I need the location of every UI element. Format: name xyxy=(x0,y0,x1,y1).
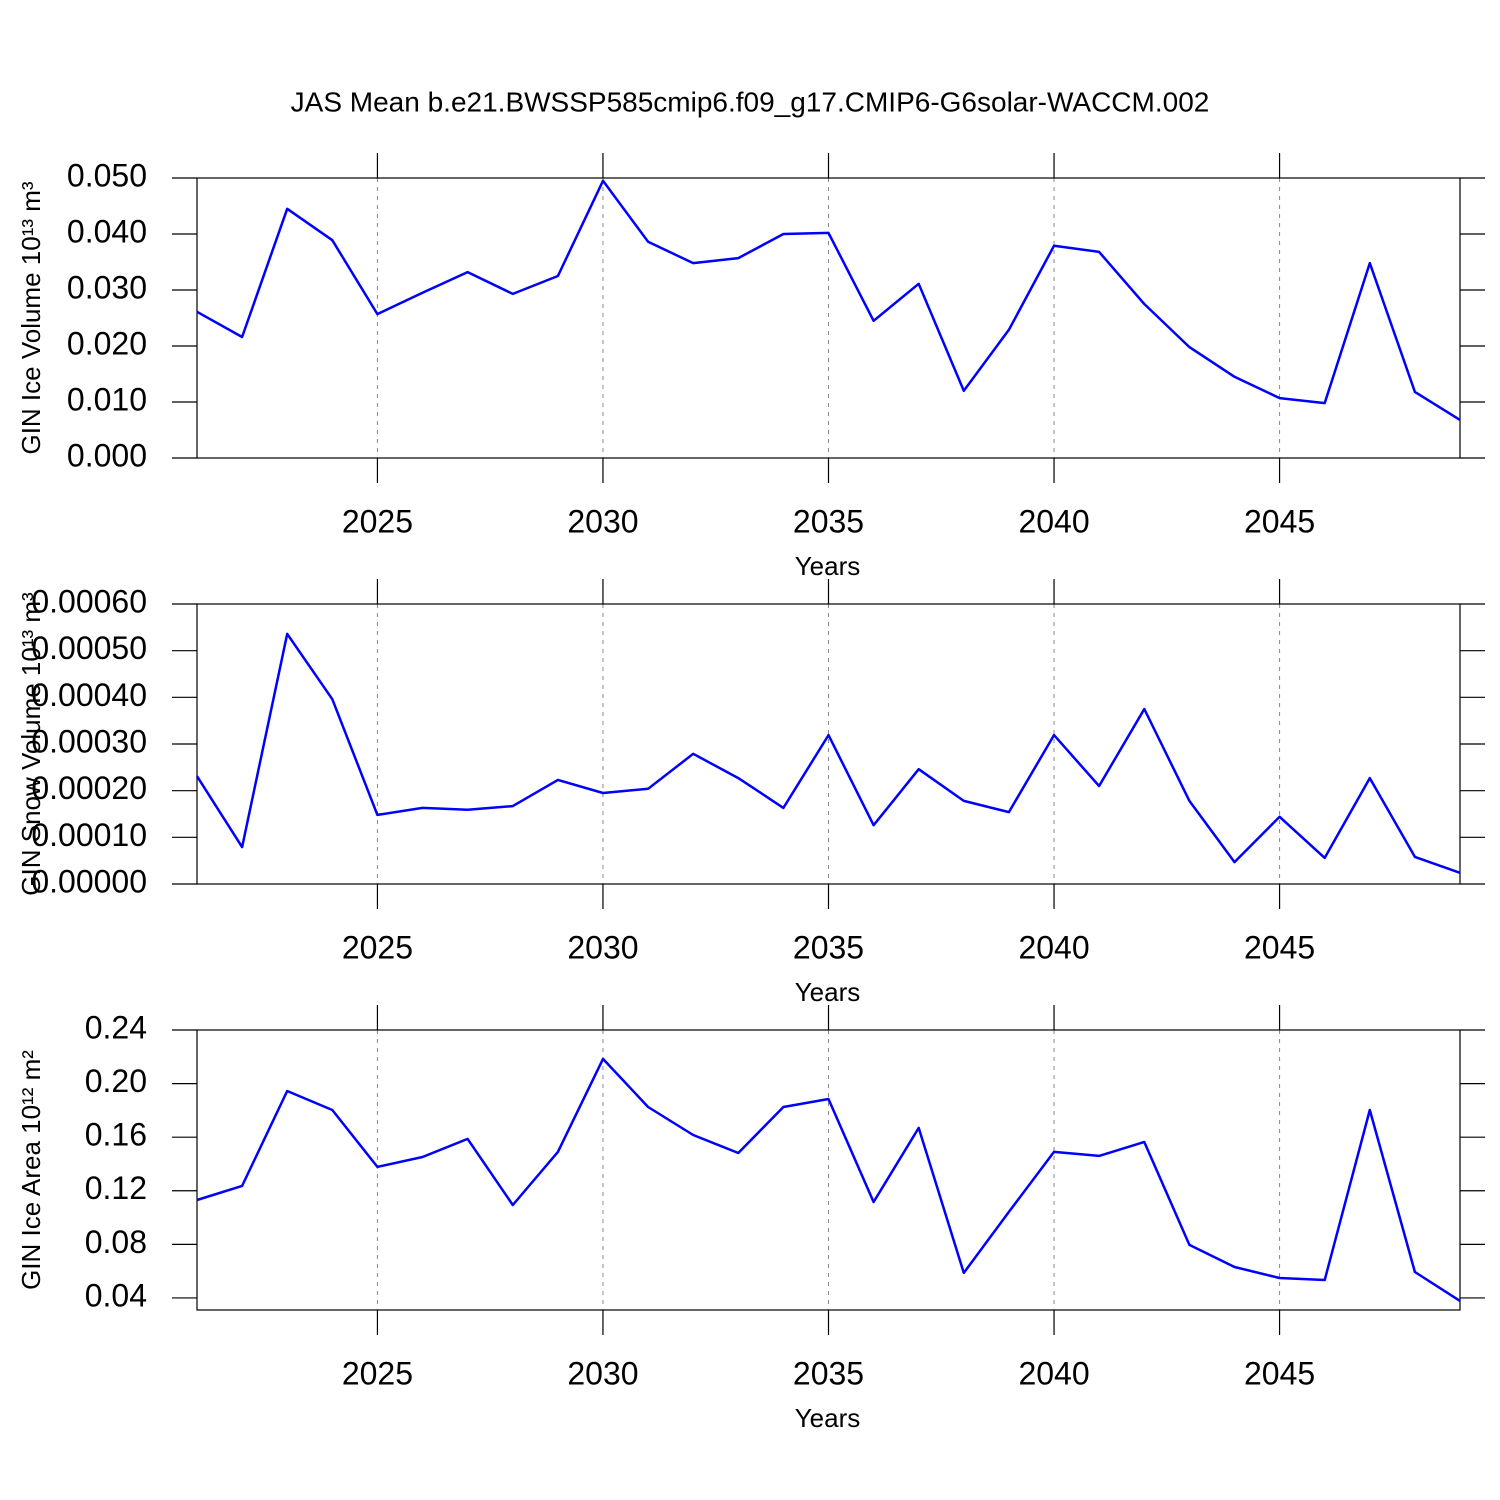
x-tick-label: 2035 xyxy=(793,503,864,539)
x-tick-label: 2030 xyxy=(567,503,638,539)
y-tick-label: 0.00020 xyxy=(31,770,147,806)
y-tick-label: 0.00010 xyxy=(31,817,147,853)
y-axis-label: GIN Ice Area 10¹² m² xyxy=(16,1050,46,1290)
x-tick-label: 2030 xyxy=(567,929,638,965)
x-axis-label: Years xyxy=(795,1403,861,1433)
data-line xyxy=(196,1057,1461,1302)
y-tick-label: 0.12 xyxy=(85,1170,147,1206)
y-tick-label: 0.04 xyxy=(85,1277,147,1313)
y-tick-label: 0.00050 xyxy=(31,630,147,666)
y-tick-label: 0.24 xyxy=(85,1009,147,1045)
y-tick-label: 0.010 xyxy=(67,381,147,417)
chart-title: JAS Mean b.e21.BWSSP585cmip6.f09_g17.CMI… xyxy=(291,86,1210,117)
y-tick-label: 0.040 xyxy=(67,213,147,249)
data-line xyxy=(195,632,1461,874)
y-tick-label: 0.00000 xyxy=(31,863,147,899)
x-tick-label: 2030 xyxy=(567,1355,638,1391)
y-tick-label: 0.20 xyxy=(85,1063,147,1099)
data-line xyxy=(196,179,1461,421)
y-tick-label: 0.00030 xyxy=(31,723,147,759)
x-tick-label: 2045 xyxy=(1244,503,1315,539)
x-axis-label: Years xyxy=(795,977,861,1007)
x-tick-label: 2025 xyxy=(342,1355,413,1391)
x-tick-label: 2045 xyxy=(1244,929,1315,965)
y-tick-label: 0.050 xyxy=(67,157,147,193)
x-tick-label: 2025 xyxy=(342,929,413,965)
y-tick-label: 0.00060 xyxy=(31,583,147,619)
y-tick-label: 0.08 xyxy=(85,1224,147,1260)
plot-frame xyxy=(196,603,1461,885)
x-tick-label: 2040 xyxy=(1018,929,1089,965)
x-tick-label: 2040 xyxy=(1018,503,1089,539)
x-tick-label: 2035 xyxy=(793,929,864,965)
y-tick-label: 0.020 xyxy=(67,325,147,361)
y-tick-label: 0.00040 xyxy=(31,677,147,713)
y-tick-label: 0.030 xyxy=(67,269,147,305)
x-tick-label: 2040 xyxy=(1018,1355,1089,1391)
x-tick-label: 2035 xyxy=(793,1355,864,1391)
y-tick-label: 0.000 xyxy=(67,437,147,473)
y-axis-label: GIN Ice Volume 10¹³ m³ xyxy=(16,181,46,454)
plot-frame xyxy=(196,177,1461,459)
plot-frame xyxy=(196,1029,1461,1311)
y-tick-label: 0.16 xyxy=(85,1117,147,1153)
x-axis-label: Years xyxy=(795,551,861,581)
x-tick-label: 2045 xyxy=(1244,1355,1315,1391)
y-axis-label: GIN Snow Volume 10¹³ m³ xyxy=(16,592,46,896)
x-tick-label: 2025 xyxy=(342,503,413,539)
